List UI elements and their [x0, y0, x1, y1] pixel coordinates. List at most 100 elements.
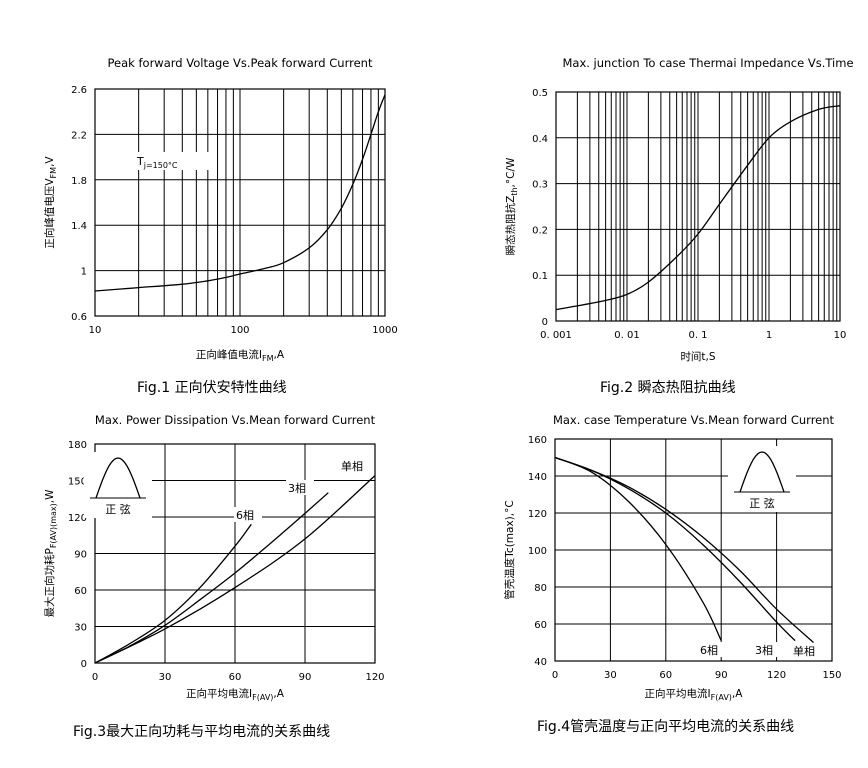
fig3-series-2-label-bg — [286, 480, 314, 495]
fig2-y-axis-label: 瞬态热阻抗Zth,°C/W — [504, 157, 519, 255]
fig2-y-tick-labels: 0 0.1 0.2 0.3 0.4 0.5 — [532, 88, 548, 328]
y-tick-label: 1 — [81, 267, 87, 278]
fig1-chart: Peak forward Voltage Vs.Peak forward Cur… — [43, 56, 398, 396]
x-tick-label: 10 — [89, 325, 102, 336]
fig3-x-tick-labels: 0 30 60 90 120 — [92, 672, 385, 683]
fig3-y-axis-label: 最大正向功耗PF(AV)(max),W — [43, 489, 58, 618]
y-tick-label: 60 — [74, 586, 87, 597]
x-tick-label: 100 — [230, 325, 249, 336]
fig2-title: Max. junction To case Thermai Impedance … — [562, 56, 853, 70]
y-tick-label: 0.1 — [532, 271, 548, 282]
y-tick-label: 90 — [74, 550, 87, 561]
fig4-x-axis-label: 正向平均电流IF(AV),A — [645, 687, 744, 702]
fig3-series-2-label: 3相 — [288, 482, 306, 495]
y-tick-label: 0 — [81, 659, 87, 670]
fig4-x-tick-labels: 0 30 60 90 120 150 — [552, 670, 842, 681]
x-tick-label: 0 — [92, 672, 98, 683]
fig4-series-2-label-bg — [753, 642, 781, 657]
fig3-chart: Max. Power Dissipation Vs.Mean forward C… — [43, 413, 385, 740]
fig1-plot-frame — [94, 88, 386, 317]
fig3-title: Max. Power Dissipation Vs.Mean forward C… — [95, 413, 376, 427]
fig1-x-tick-labels: 10 100 1000 — [89, 325, 398, 336]
fig1-annotation: Tj=150°C — [136, 155, 178, 170]
fig4-y-tick-labels: 40 60 80 100 120 140 160 — [528, 435, 547, 668]
y-tick-label: 150 — [68, 477, 87, 488]
fig4-plot-frame — [554, 438, 833, 662]
y-tick-label: 1.4 — [71, 221, 87, 232]
x-tick-label: 1 — [766, 330, 772, 341]
fig4-series-1-label: 6相 — [700, 644, 718, 657]
y-tick-label: 0.5 — [532, 88, 548, 99]
fig1-y-tick-labels: 0.6 1 1.4 1.8 2.2 2.6 — [71, 85, 87, 323]
fig4-series-3-label-bg — [791, 643, 819, 658]
fig2-chart: Max. junction To case Thermai Impedance … — [504, 56, 854, 396]
y-tick-label: 0.3 — [532, 180, 548, 191]
y-tick-label: 100 — [528, 546, 547, 557]
y-tick-label: 40 — [534, 657, 547, 668]
x-tick-label: 0. 001 — [540, 330, 572, 341]
fig3-series-3-label-bg — [339, 458, 367, 473]
fig4-chart: Max. case Temperature Vs.Mean forward Cu… — [503, 413, 842, 735]
y-tick-label: 0 — [542, 317, 548, 328]
fig1-vertical-grid — [94, 89, 386, 316]
fig3-series-3-line — [94, 475, 376, 664]
y-tick-label: 60 — [534, 620, 547, 631]
fig1-x-axis-label: 正向峰值电流IFM,A — [196, 348, 285, 363]
y-tick-label: 80 — [534, 583, 547, 594]
x-tick-label: 120 — [767, 670, 786, 681]
y-tick-label: 1.8 — [71, 176, 87, 187]
fig1-y-axis-label: 正向峰值电压VFM,V — [43, 156, 58, 249]
fig1-series-1-line — [94, 94, 386, 292]
x-tick-label: 0 — [552, 670, 558, 681]
y-tick-label: 160 — [528, 435, 547, 446]
fig4-inset-label: 正 弦 — [749, 496, 775, 510]
x-tick-label: 0. 1 — [688, 330, 707, 341]
fig4-inset-sine — [739, 451, 785, 493]
fig4-inset-box — [728, 446, 796, 512]
x-tick-label: 120 — [365, 672, 384, 683]
fig3-x-axis-label: 正向平均电流IF(AV),A — [186, 687, 285, 702]
fig3-series-3-label: 单相 — [341, 460, 363, 473]
x-tick-label: 60 — [229, 672, 242, 683]
fig4-caption: Fig.4管壳温度与正向平均电流的关系曲线 — [537, 718, 794, 735]
fig2-caption: Fig.2 瞬态热阻抗曲线 — [600, 380, 736, 396]
y-tick-label: 180 — [68, 440, 87, 451]
x-tick-label: 90 — [299, 672, 312, 683]
fig1-caption: Fig.1 正向伏安特性曲线 — [137, 380, 287, 396]
x-tick-label: 60 — [659, 670, 672, 681]
fig3-inset-box — [84, 452, 152, 518]
fig4-series-2-label: 3相 — [755, 644, 773, 657]
fig2-vertical-grid — [555, 92, 841, 321]
x-tick-label: 10 — [834, 330, 847, 341]
fig4-y-axis-label: 管壳温度Tc(max),°C — [503, 500, 516, 599]
fig4-series-1-line — [554, 456, 722, 641]
fig2-series-1-line — [555, 105, 841, 311]
fig3-series-1-line — [94, 523, 252, 664]
x-tick-label: 1000 — [372, 325, 397, 336]
fig3-series-1-label: 6相 — [236, 509, 254, 522]
y-tick-label: 0.4 — [532, 134, 548, 145]
fig2-x-tick-labels: 0. 001 0. 01 0. 1 1 10 — [540, 330, 846, 341]
fig3-series-2-line — [94, 492, 329, 664]
y-tick-label: 140 — [528, 472, 547, 483]
fig1-title: Peak forward Voltage Vs.Peak forward Cur… — [108, 56, 373, 70]
y-tick-label: 2.6 — [71, 85, 87, 96]
fig3-y-tick-labels: 0 30 60 90 120 150 180 — [68, 440, 87, 670]
y-tick-label: 120 — [528, 509, 547, 520]
fig4-series-3-label: 单相 — [793, 645, 815, 658]
fig2-plot-frame — [555, 91, 841, 322]
fig2-x-axis-label: 时间t,S — [680, 350, 715, 363]
x-tick-label: 30 — [159, 672, 172, 683]
y-tick-label: 0.6 — [71, 312, 87, 323]
fig3-inset-label: 正 弦 — [105, 502, 131, 516]
fig1-annotation-box — [133, 152, 215, 170]
fig4-series-3-line — [554, 456, 814, 643]
fig4-title: Max. case Temperature Vs.Mean forward Cu… — [553, 413, 835, 427]
fig3-plot-frame — [94, 443, 376, 664]
fig3-series-1-label-bg — [234, 507, 262, 522]
fig3-inset-sine — [95, 457, 141, 499]
fig3-caption: Fig.3最大正向功耗与平均电流的关系曲线 — [73, 724, 330, 740]
x-tick-label: 0. 01 — [614, 330, 639, 341]
y-tick-label: 0.2 — [532, 225, 548, 236]
